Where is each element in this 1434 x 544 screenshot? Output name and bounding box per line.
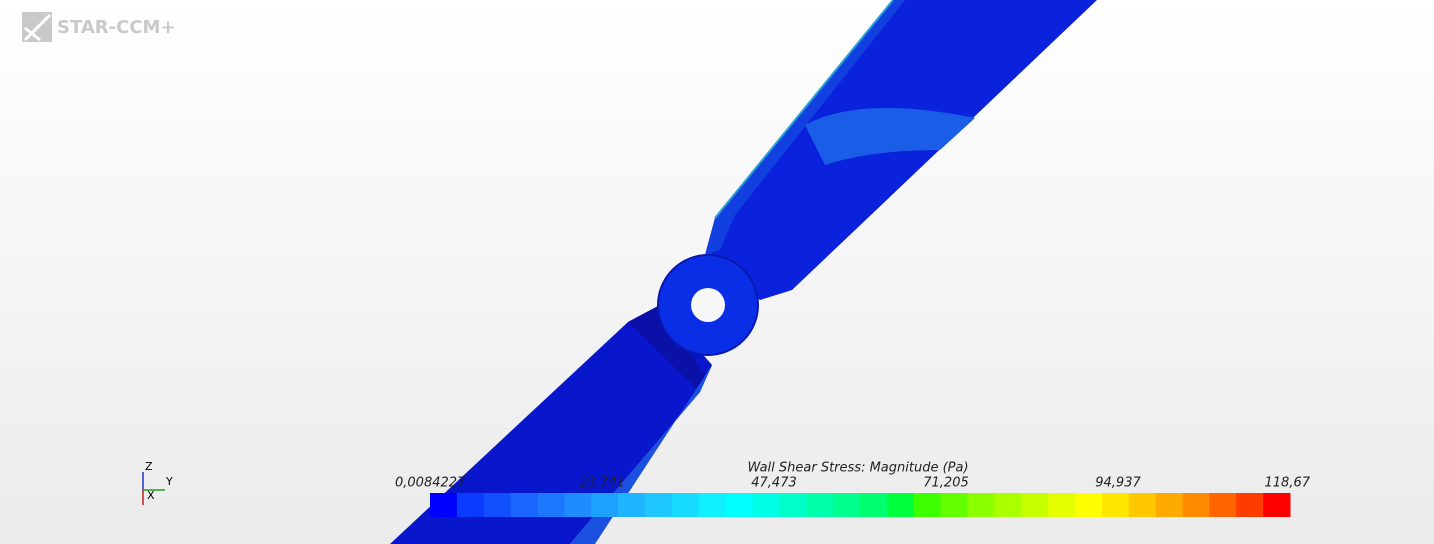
- colorbar-segment: [967, 493, 995, 517]
- colorbar-segment: [725, 493, 753, 517]
- colorbar-segment: [618, 493, 646, 517]
- colorbar-segment: [1209, 493, 1237, 517]
- axis-y: Y: [165, 475, 173, 488]
- colorbar-segment: [564, 493, 592, 517]
- colorbar-segment: [940, 493, 968, 517]
- colorbar-segment: [1155, 493, 1183, 517]
- colorbar-label: 94,937: [1095, 476, 1141, 491]
- logo: STAR-CCM+: [22, 12, 176, 42]
- axis-x: X: [147, 489, 155, 502]
- colorbar-segment: [1182, 493, 1210, 517]
- colorbar-segment: [1048, 493, 1076, 517]
- colorbar-segment: [1021, 493, 1049, 517]
- colorbar-segment: [994, 493, 1022, 517]
- colorbar-title: Wall Shear Stress: Magnitude (Pa): [747, 461, 968, 476]
- colorbar-label: 47,473: [751, 476, 797, 491]
- colorbar-segment: [1101, 493, 1130, 517]
- colorbar: Wall Shear Stress: Magnitude (Pa) 0,0084…: [395, 461, 1311, 517]
- colorbar-segment: [833, 493, 861, 517]
- colorbar-segment: [752, 493, 780, 517]
- propeller: [390, 0, 1097, 544]
- colorbar-segment: [779, 493, 807, 517]
- axis-z: Z: [145, 460, 153, 473]
- colorbar-segment: [537, 493, 565, 517]
- colorbar-segment: [913, 493, 942, 517]
- colorbar-segment: [645, 493, 673, 517]
- colorbar-segment: [430, 493, 458, 517]
- colorbar-label: 23,741: [579, 476, 625, 491]
- colorbar-segment: [1236, 493, 1264, 517]
- logo-text: STAR-CCM+: [57, 17, 176, 38]
- colorbar-label: 118,67: [1265, 476, 1311, 491]
- colorbar-segment: [510, 493, 538, 517]
- colorbar-segment: [860, 493, 888, 517]
- colorbar-segment: [886, 493, 915, 517]
- colorbar-segment: [1128, 493, 1157, 517]
- colorbar-segment: [1263, 493, 1291, 517]
- colorbar-segment: [806, 493, 834, 517]
- colorbar-label: 0,0084227: [395, 476, 466, 491]
- colorbar-segment: [591, 493, 619, 517]
- colorbar-label: 71,205: [923, 476, 969, 491]
- lower-blade: [390, 305, 712, 544]
- hub-hole: [691, 288, 725, 322]
- colorbar-segment: [1075, 493, 1103, 517]
- colorbar-segment: [483, 493, 512, 517]
- colorbar-segment: [698, 493, 727, 517]
- colorbar-segment: [671, 493, 700, 517]
- axis-triad: Z Y X: [142, 460, 173, 505]
- colorbar-segment: [456, 493, 485, 517]
